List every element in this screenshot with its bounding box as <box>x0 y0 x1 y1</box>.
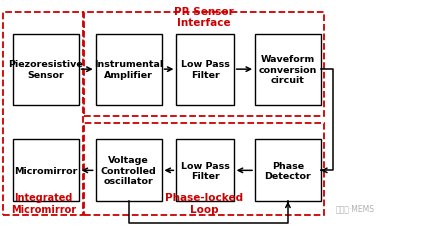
FancyBboxPatch shape <box>96 34 162 105</box>
FancyBboxPatch shape <box>96 140 162 202</box>
Text: 公众号·MEMS: 公众号·MEMS <box>335 204 374 213</box>
Text: Voltage
Controlled
oscillator: Voltage Controlled oscillator <box>101 156 156 185</box>
Text: Waveform
conversion
circuit: Waveform conversion circuit <box>259 55 317 85</box>
FancyBboxPatch shape <box>13 140 79 202</box>
Text: Phase-locked
Loop: Phase-locked Loop <box>165 193 243 214</box>
Text: Phase
Detector: Phase Detector <box>264 161 311 180</box>
FancyBboxPatch shape <box>176 34 234 105</box>
Text: Low Pass
Filter: Low Pass Filter <box>181 161 230 180</box>
FancyBboxPatch shape <box>255 34 321 105</box>
FancyBboxPatch shape <box>176 140 234 202</box>
Text: PR Sensor
Interface: PR Sensor Interface <box>174 7 234 28</box>
Text: Piezoresistive
Sensor: Piezoresistive Sensor <box>8 60 83 79</box>
Text: Micromirror: Micromirror <box>14 166 77 175</box>
FancyBboxPatch shape <box>13 34 79 105</box>
Text: Instrumental
Amplifier: Instrumental Amplifier <box>94 60 163 79</box>
Text: Low Pass
Filter: Low Pass Filter <box>181 60 230 79</box>
FancyBboxPatch shape <box>255 140 321 202</box>
Text: Integrated
Micromirror: Integrated Micromirror <box>11 193 76 214</box>
